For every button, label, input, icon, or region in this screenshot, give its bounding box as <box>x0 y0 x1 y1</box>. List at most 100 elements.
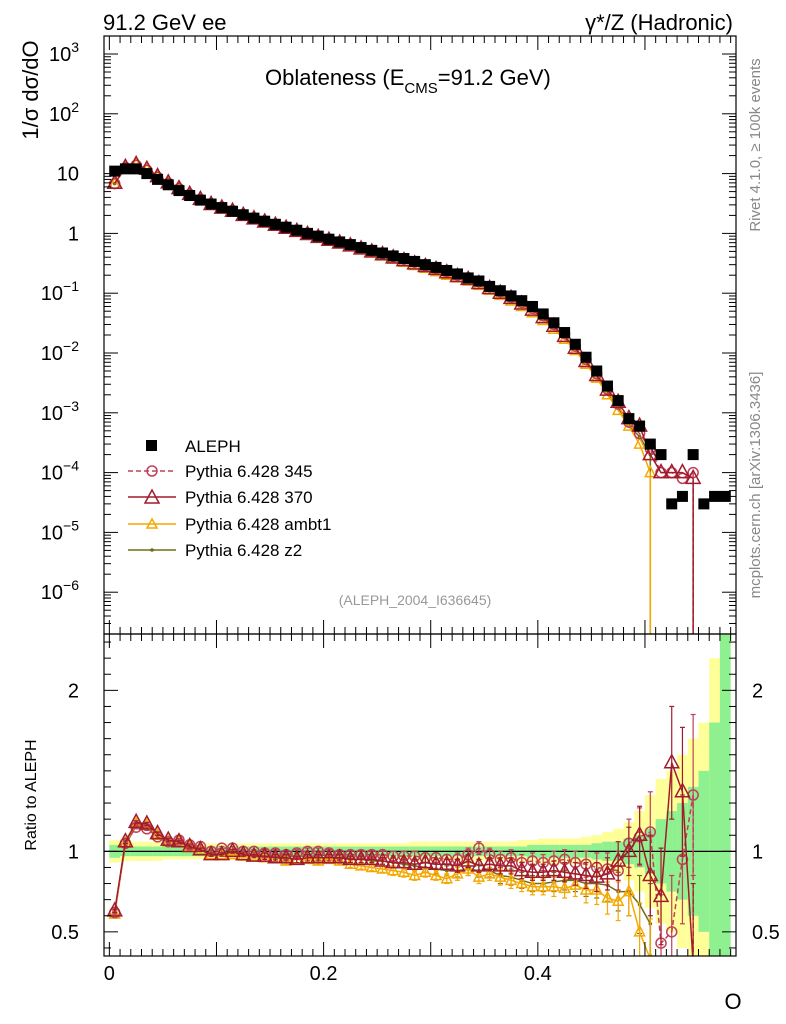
aleph-point <box>269 218 281 230</box>
main-point-p370 <box>663 463 680 479</box>
aleph-point <box>676 490 688 502</box>
aleph-point <box>666 498 678 510</box>
aleph-point <box>494 285 506 297</box>
ratio-y-tick-label: 2 <box>68 680 79 702</box>
aleph-point <box>473 275 485 287</box>
ratio-point-ambt1 <box>494 869 507 882</box>
aleph-point <box>644 438 656 450</box>
plot-title: Oblateness (ECMS=91.2 GeV) <box>265 65 551 97</box>
ratio-point-ambt1 <box>397 864 411 878</box>
aleph-point <box>259 215 271 227</box>
legend-label-370: Pythia 6.428 370 <box>185 488 313 507</box>
ratio-point-p370 <box>556 862 573 879</box>
aleph-point <box>119 163 131 175</box>
ratio-point-p370 <box>192 840 209 856</box>
ratio-point-ambt1 <box>601 890 614 903</box>
aleph-point <box>291 224 303 236</box>
ratio-point-ambt1 <box>333 853 346 866</box>
ratio-point-p370 <box>395 853 413 869</box>
ratio-point-ambt1 <box>279 853 293 866</box>
ratio-point-ambt1 <box>312 853 325 866</box>
ratio-point-p345 <box>665 926 678 938</box>
ratio-point-p370 <box>256 846 273 862</box>
ratio-point-p370 <box>459 851 477 867</box>
ratio-point-p370 <box>692 954 694 956</box>
ratio-point-ambt1 <box>536 879 550 892</box>
main-series-p370 <box>106 154 702 634</box>
aleph-point <box>559 327 571 339</box>
ratio-point-p370 <box>513 861 531 877</box>
ratio-point-p370 <box>524 862 541 879</box>
ratio-point-p370 <box>545 861 563 877</box>
ratio-point-p370 <box>277 848 295 864</box>
legend-marker-370 <box>143 488 161 504</box>
ratio-point-p370 <box>320 848 338 864</box>
legend-label-aleph: ALEPH <box>185 437 241 456</box>
ratio-point-p345 <box>473 842 485 854</box>
ratio-point-p370 <box>170 832 188 848</box>
ratio-point-p370 <box>427 854 445 870</box>
main-line-z2 <box>114 164 651 455</box>
main-y-axis-label: 1/σ dσ/dO <box>18 40 43 139</box>
analysis-watermark: (ALEPH_2004_I636645) <box>339 592 492 608</box>
legend-marker-aleph <box>146 440 157 451</box>
main-point-p370 <box>652 463 670 479</box>
ratio-point-p370 <box>213 844 231 861</box>
main-line-ambt1 <box>114 164 652 473</box>
ratio-point-p370 <box>609 851 627 867</box>
ratio-y-axis-label: Ratio to ALEPH <box>23 739 40 850</box>
main-y-tick-label: 102 <box>49 99 79 126</box>
aleph-point <box>505 290 517 302</box>
ratio-point-ambt1 <box>461 861 475 874</box>
ratio-point-p370 <box>406 854 423 870</box>
plot-title-tail: =91.2 GeV) <box>438 65 551 90</box>
ratio-y-tick-label-right: 0.5 <box>752 922 780 944</box>
aleph-point <box>569 338 581 350</box>
ratio-point-p370 <box>106 901 123 917</box>
main-line-p345 <box>114 164 694 480</box>
aleph-point <box>430 261 442 273</box>
ratio-point-p370 <box>599 864 616 880</box>
aleph-point <box>516 295 528 307</box>
aleph-point <box>548 317 560 329</box>
ratio-point-p370 <box>117 832 134 848</box>
aleph-point <box>409 255 421 267</box>
ratio-point-ambt1 <box>590 882 603 895</box>
main-y-tick-label: 1 <box>68 223 79 245</box>
aleph-point <box>719 490 731 502</box>
x-axis-label: O <box>724 989 741 1014</box>
aleph-point <box>141 168 153 180</box>
aleph-point <box>216 202 228 214</box>
header-process-label: γ*/Z (Hadronic) <box>585 10 733 35</box>
ratio-y-tick-label: 0.5 <box>51 922 79 944</box>
aleph-point <box>601 380 613 392</box>
ratio-x-tick-label: 0 <box>104 963 115 985</box>
ratio-point-ambt1 <box>408 867 421 881</box>
main-y-tick-label: 10−3 <box>41 398 79 425</box>
ratio-point-p370 <box>588 867 606 883</box>
main-series-z2 <box>112 163 653 634</box>
aleph-point <box>612 395 624 407</box>
main-point-ambt1 <box>644 464 657 478</box>
ratio-point-p370 <box>481 854 498 870</box>
main-point-p370 <box>674 463 691 479</box>
ratio-point-ambt1 <box>526 879 539 892</box>
main-point-p370 <box>684 468 702 485</box>
legend-marker-z2 <box>150 548 154 552</box>
main-plot: 10−6 10−5 10−4 10−3 10−2 10−1 1 10 102 103 Oblate… <box>18 35 737 635</box>
main-series-aleph <box>109 163 731 510</box>
ratio-point-p370 <box>417 853 434 869</box>
aleph-point <box>398 253 410 265</box>
ratio-point-p370 <box>674 782 691 798</box>
ratio-point-p370 <box>567 864 584 880</box>
main-y-tick-label: 103 <box>49 39 79 66</box>
aleph-point <box>462 272 474 284</box>
ratio-point-p370 <box>631 825 648 841</box>
aleph-point <box>173 185 185 197</box>
main-y-tick-label: 10 <box>57 164 79 186</box>
aleph-point <box>227 205 239 217</box>
aleph-point <box>709 490 721 502</box>
ratio-point-ambt1 <box>504 872 518 886</box>
ratio-point-ambt1 <box>569 877 582 890</box>
legend-marker-ambt1 <box>145 517 159 529</box>
